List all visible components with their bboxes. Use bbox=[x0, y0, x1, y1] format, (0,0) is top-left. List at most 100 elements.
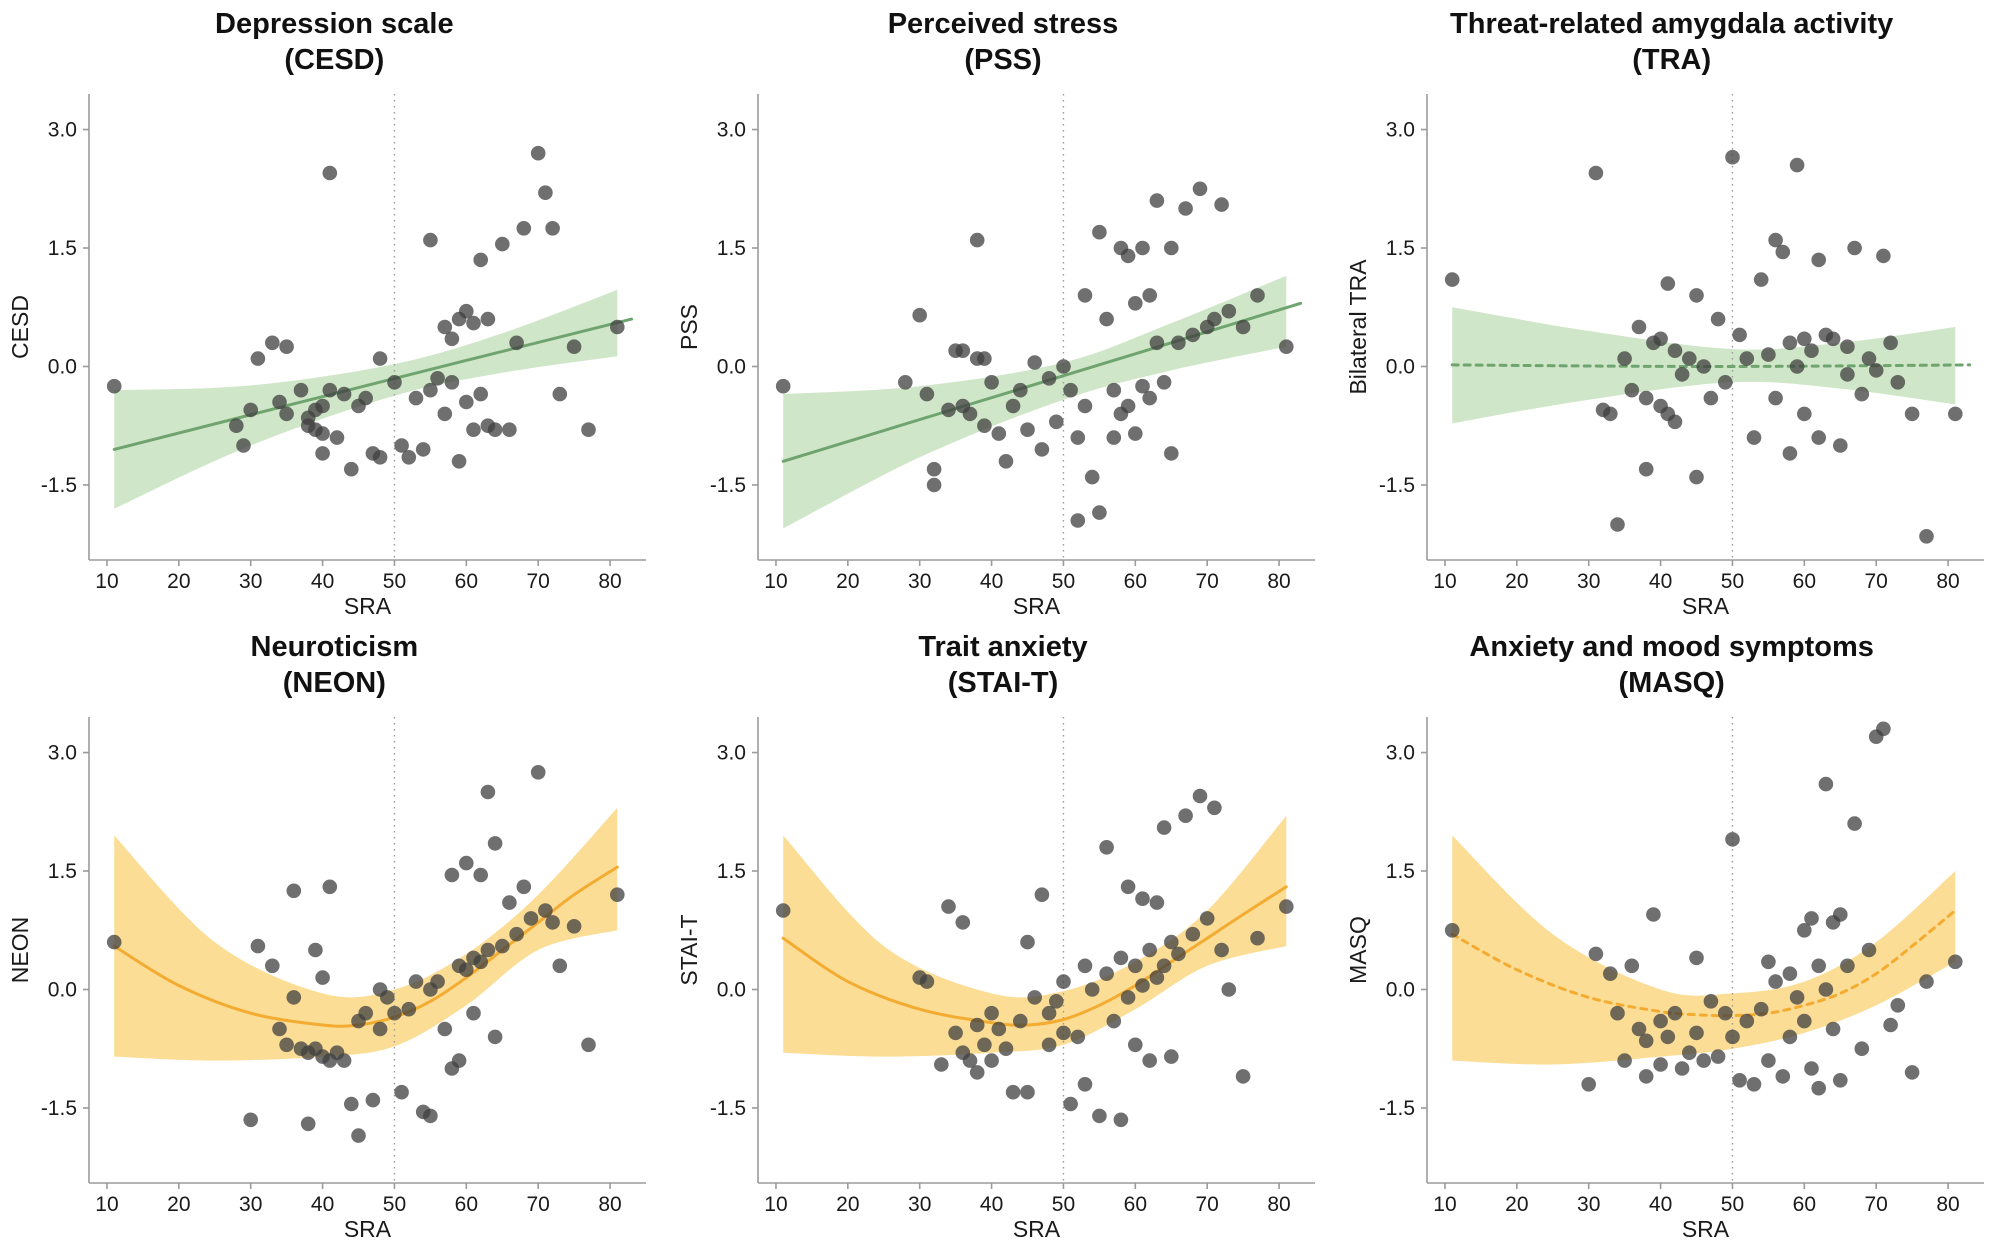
x-tick-label: 70 bbox=[1864, 570, 1887, 593]
data-point bbox=[1803, 1061, 1819, 1076]
data-point bbox=[495, 236, 510, 252]
data-point bbox=[330, 430, 345, 445]
data-point bbox=[1789, 157, 1805, 173]
data-point bbox=[1652, 331, 1668, 347]
data-point bbox=[977, 418, 992, 434]
data-point bbox=[286, 883, 302, 899]
tra-scatter-plot: 10 20 30 40 50 60 70 80 -1.5 0.0 1.5 3.0 SRA Bilatera… bbox=[1345, 94, 1984, 619]
data-point bbox=[401, 450, 417, 465]
cesd-scatter-plot: 10 20 30 40 50 60 70 80 -1.5 0.0 1.5 3.0 SRA CESD bbox=[7, 94, 647, 619]
data-point bbox=[315, 446, 331, 461]
x-tick-label: 70 bbox=[1864, 1193, 1887, 1216]
data-point bbox=[1142, 942, 1157, 958]
data-point bbox=[409, 390, 424, 406]
data-point bbox=[315, 426, 331, 441]
data-point bbox=[358, 390, 374, 406]
data-point bbox=[1616, 351, 1632, 366]
data-point bbox=[1832, 907, 1848, 922]
masq-scatter-plot: 10 20 30 40 50 60 70 80 -1.5 0.0 1.5 3.0 SRA MASQ bbox=[1345, 717, 1984, 1242]
x-tick-label: 10 bbox=[96, 570, 119, 593]
data-point bbox=[1214, 942, 1229, 958]
data-point bbox=[1846, 240, 1862, 256]
data-point bbox=[509, 926, 525, 942]
panel-title-line1: Neuroticism bbox=[250, 631, 419, 663]
data-point bbox=[1890, 998, 1905, 1013]
x-tick-label: 60 bbox=[1124, 570, 1147, 593]
x-tick-label: 60 bbox=[455, 570, 478, 593]
data-point bbox=[1789, 359, 1805, 374]
data-point bbox=[1645, 907, 1661, 922]
x-tick-label: 40 bbox=[1649, 1193, 1672, 1216]
data-point bbox=[1667, 1005, 1682, 1021]
x-tick-label: 70 bbox=[1195, 570, 1218, 593]
data-point bbox=[610, 887, 625, 902]
x-tick-label: 60 bbox=[1792, 1193, 1815, 1216]
data-point bbox=[1717, 1005, 1733, 1021]
data-point bbox=[941, 899, 956, 914]
data-point bbox=[488, 836, 503, 851]
data-point bbox=[1688, 469, 1704, 485]
x-tick-label: 50 bbox=[1052, 570, 1075, 593]
x-tick-label: 40 bbox=[311, 570, 334, 593]
data-point bbox=[1854, 386, 1869, 402]
data-point bbox=[344, 461, 359, 477]
x-tick-label: 80 bbox=[1936, 1193, 1959, 1216]
data-point bbox=[473, 867, 489, 883]
data-point bbox=[1171, 335, 1186, 351]
cesd-points bbox=[107, 145, 625, 477]
data-point bbox=[1444, 272, 1460, 287]
data-point bbox=[387, 1005, 403, 1021]
data-point bbox=[1904, 406, 1920, 422]
data-point bbox=[459, 962, 474, 977]
y-axis-label: MASQ bbox=[1345, 916, 1371, 984]
data-point bbox=[1746, 1077, 1761, 1092]
data-point bbox=[926, 477, 942, 493]
data-point bbox=[1775, 244, 1790, 260]
data-point bbox=[1034, 887, 1050, 902]
x-tick-label: 10 bbox=[1433, 1193, 1456, 1216]
data-point bbox=[962, 406, 978, 422]
data-point bbox=[250, 938, 266, 954]
neon-scatter-plot: 10 20 30 40 50 60 70 80 -1.5 0.0 1.5 3.0 SRA NEON bbox=[7, 717, 647, 1242]
pss-points bbox=[775, 181, 1294, 528]
x-tick-label: 20 bbox=[167, 570, 190, 593]
data-point bbox=[502, 422, 518, 438]
y-tick-label: 0.0 bbox=[48, 355, 77, 378]
data-point bbox=[1703, 994, 1718, 1009]
data-point bbox=[1084, 982, 1100, 997]
data-point bbox=[1681, 351, 1697, 366]
data-point bbox=[322, 165, 338, 181]
data-point bbox=[437, 406, 453, 422]
panel-depression-cesd: Depression scale (CESD) 10 20 30 40 50 60 70 80… bbox=[0, 0, 669, 623]
data-point bbox=[1149, 193, 1165, 208]
x-tick-label: 80 bbox=[599, 1193, 622, 1216]
data-point bbox=[524, 911, 539, 926]
x-tick-label: 40 bbox=[980, 1193, 1003, 1216]
data-point bbox=[1120, 248, 1136, 264]
data-point bbox=[1149, 970, 1165, 985]
data-point bbox=[962, 1053, 978, 1068]
data-point bbox=[1739, 1013, 1754, 1029]
data-point bbox=[1135, 891, 1150, 906]
data-point bbox=[394, 1084, 410, 1100]
panel-title-line2: (TRA) bbox=[1632, 44, 1712, 77]
x-tick-label: 40 bbox=[1649, 570, 1672, 593]
x-axis-label: SRA bbox=[344, 1216, 392, 1242]
x-tick-label: 80 bbox=[1267, 1193, 1290, 1216]
data-point bbox=[1624, 958, 1639, 974]
panel-title-line1: Threat-related amygdala activity bbox=[1450, 8, 1894, 40]
data-point bbox=[1652, 1013, 1668, 1029]
x-tick-label: 10 bbox=[96, 1193, 119, 1216]
data-point bbox=[394, 438, 410, 453]
data-point bbox=[1178, 808, 1193, 823]
data-point bbox=[1163, 1049, 1179, 1064]
data-point bbox=[1120, 398, 1136, 414]
data-point bbox=[538, 903, 554, 918]
data-point bbox=[1631, 1021, 1646, 1037]
data-point bbox=[466, 315, 482, 331]
data-point bbox=[488, 1029, 503, 1045]
x-tick-label: 30 bbox=[239, 1193, 262, 1216]
data-point bbox=[1250, 930, 1265, 946]
data-point bbox=[1127, 958, 1143, 974]
data-point bbox=[1638, 461, 1654, 477]
